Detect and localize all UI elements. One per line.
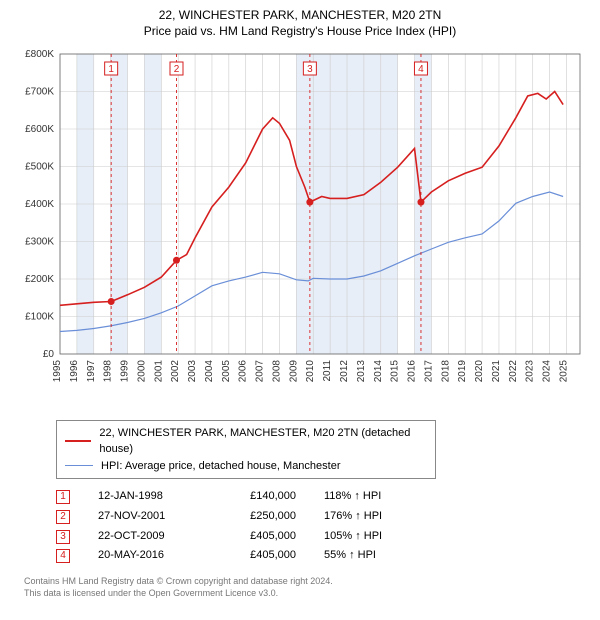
transaction-date: 20-MAY-2016 bbox=[98, 546, 188, 566]
x-tick-label: 2019 bbox=[457, 359, 468, 382]
transaction-marker: 2 bbox=[56, 510, 70, 524]
price-hpi-chart: £0 £100K £200K £300K £400K £500K £600K £700K £80… bbox=[12, 44, 588, 414]
x-tick-label: 2021 bbox=[491, 359, 502, 382]
y-tick-label: £800K bbox=[25, 49, 54, 60]
transaction-price: £405,000 bbox=[216, 527, 296, 547]
transaction-date: 12-JAN-1998 bbox=[98, 487, 188, 507]
legend-swatch bbox=[65, 465, 93, 466]
x-tick-label: 2024 bbox=[542, 359, 553, 382]
x-tick-label: 2005 bbox=[221, 359, 232, 382]
x-tick-label: 1998 bbox=[103, 359, 114, 382]
footer-line-1: Contains HM Land Registry data © Crown c… bbox=[24, 576, 588, 588]
y-tick-label: £700K bbox=[25, 86, 54, 97]
x-tick-label: 2022 bbox=[508, 359, 519, 382]
x-tick-label: 2018 bbox=[440, 359, 451, 382]
legend-item: 22, WINCHESTER PARK, MANCHESTER, M20 2TN… bbox=[65, 425, 427, 458]
transaction-price: £140,000 bbox=[216, 487, 296, 507]
transaction-pct: 55% ↑ HPI bbox=[324, 546, 414, 566]
y-tick-label: £400K bbox=[25, 199, 54, 210]
title-line-2: Price paid vs. HM Land Registry's House … bbox=[12, 24, 588, 38]
x-tick-label: 2023 bbox=[525, 359, 536, 382]
y-tick-label: £0 bbox=[43, 349, 55, 360]
transaction-row: 1 12-JAN-1998 £140,000 118% ↑ HPI bbox=[56, 487, 588, 507]
x-tick-label: 2015 bbox=[390, 359, 401, 382]
x-tick-label: 1995 bbox=[52, 359, 63, 382]
title-line-1: 22, WINCHESTER PARK, MANCHESTER, M20 2TN bbox=[12, 8, 588, 24]
x-tick-label: 2002 bbox=[170, 359, 181, 382]
legend-label: 22, WINCHESTER PARK, MANCHESTER, M20 2TN… bbox=[99, 425, 427, 458]
marker-number: 2 bbox=[174, 64, 180, 75]
transaction-row: 4 20-MAY-2016 £405,000 55% ↑ HPI bbox=[56, 546, 588, 566]
transaction-marker: 3 bbox=[56, 530, 70, 544]
transaction-price: £250,000 bbox=[216, 507, 296, 527]
transaction-marker: 1 bbox=[56, 490, 70, 504]
x-tick-label: 2025 bbox=[558, 359, 569, 382]
footer-line-2: This data is licensed under the Open Gov… bbox=[24, 588, 588, 600]
x-tick-label: 2003 bbox=[187, 359, 198, 382]
transaction-row: 3 22-OCT-2009 £405,000 105% ↑ HPI bbox=[56, 527, 588, 547]
x-tick-label: 2016 bbox=[407, 359, 418, 382]
x-tick-label: 1997 bbox=[86, 359, 97, 382]
transaction-pct: 176% ↑ HPI bbox=[324, 507, 414, 527]
x-tick-label: 1996 bbox=[69, 359, 80, 382]
y-tick-label: £600K bbox=[25, 124, 54, 135]
marker-number: 1 bbox=[108, 64, 114, 75]
y-tick-label: £100K bbox=[25, 311, 54, 322]
marker-number: 4 bbox=[418, 64, 424, 75]
x-tick-label: 2020 bbox=[474, 359, 485, 382]
legend-item: HPI: Average price, detached house, Manc… bbox=[65, 458, 427, 475]
transaction-pct: 118% ↑ HPI bbox=[324, 487, 414, 507]
x-tick-label: 2007 bbox=[255, 359, 266, 382]
transaction-price: £405,000 bbox=[216, 546, 296, 566]
transaction-table: 1 12-JAN-1998 £140,000 118% ↑ HPI 2 27-NOV-20… bbox=[56, 487, 588, 566]
transaction-pct: 105% ↑ HPI bbox=[324, 527, 414, 547]
x-tick-label: 2011 bbox=[322, 359, 333, 381]
transaction-date: 22-OCT-2009 bbox=[98, 527, 188, 547]
x-tick-label: 2014 bbox=[373, 359, 384, 382]
y-tick-label: £300K bbox=[25, 236, 54, 247]
marker-number: 3 bbox=[307, 64, 313, 75]
x-tick-label: 2000 bbox=[136, 359, 147, 382]
x-tick-label: 2006 bbox=[238, 359, 249, 382]
x-tick-label: 2017 bbox=[423, 359, 434, 382]
x-tick-label: 2009 bbox=[288, 359, 299, 382]
x-tick-label: 2004 bbox=[204, 359, 215, 382]
y-tick-label: £200K bbox=[25, 274, 54, 285]
transaction-row: 2 27-NOV-2001 £250,000 176% ↑ HPI bbox=[56, 507, 588, 527]
transaction-date: 27-NOV-2001 bbox=[98, 507, 188, 527]
x-tick-label: 1999 bbox=[120, 359, 131, 382]
footer-attribution: Contains HM Land Registry data © Crown c… bbox=[24, 576, 588, 599]
y-tick-label: £500K bbox=[25, 161, 54, 172]
x-tick-label: 2013 bbox=[356, 359, 367, 382]
x-tick-label: 2012 bbox=[339, 359, 350, 382]
legend: 22, WINCHESTER PARK, MANCHESTER, M20 2TN… bbox=[56, 420, 436, 480]
legend-label: HPI: Average price, detached house, Manc… bbox=[101, 458, 341, 475]
x-tick-label: 2008 bbox=[271, 359, 282, 382]
legend-swatch bbox=[65, 440, 91, 442]
transaction-marker: 4 bbox=[56, 549, 70, 563]
x-tick-label: 2001 bbox=[153, 359, 164, 382]
x-tick-label: 2010 bbox=[305, 359, 316, 382]
